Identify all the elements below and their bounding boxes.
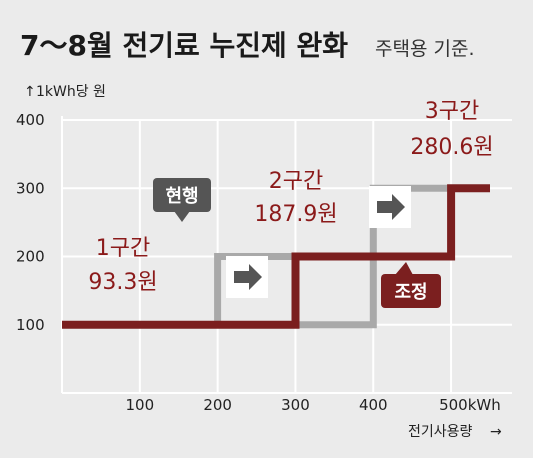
tier-2-name: 2구간 xyxy=(269,169,323,194)
arrow-box-1 xyxy=(226,256,268,298)
x-axis-label: 전기사용량 xyxy=(408,424,473,440)
x-tick-label: 400 xyxy=(359,396,388,414)
x-tick-label: 500kWh xyxy=(439,396,501,414)
x-tick-label: 200 xyxy=(203,396,232,414)
y-axis-label: 1kWh당 원 xyxy=(36,84,106,100)
arrow-box-2 xyxy=(369,186,411,228)
chart-subtitle: 주택용 기준. xyxy=(375,38,474,60)
tier-3-label: 3구간 280.6원 xyxy=(410,99,493,160)
tag-adjusted: 조정 xyxy=(381,262,441,308)
series-line-adjusted xyxy=(62,184,490,329)
y-axis-unit-arrow: ↑ xyxy=(24,84,36,100)
y-tick-label: 200 xyxy=(16,248,45,266)
y-tick-labels: 100 200 300 400 xyxy=(16,111,45,334)
tier-2-label: 2구간 187.9원 xyxy=(254,169,337,227)
x-tick-label: 300 xyxy=(281,396,310,414)
x-tick-labels: 100 200 300 400 500kWh xyxy=(125,396,500,414)
tier-1-name: 1구간 xyxy=(96,236,150,261)
tag-adjusted-text: 조정 xyxy=(394,282,427,303)
x-tick-label: 100 xyxy=(125,396,154,414)
tag-current-text: 현행 xyxy=(165,186,198,207)
chart-title: 7～8월 전기료 누진제 완화 xyxy=(20,29,348,62)
x-axis-arrow: → xyxy=(490,424,502,440)
y-tick-label: 400 xyxy=(16,111,45,129)
tag-current-bg xyxy=(153,178,211,212)
tier-1-label: 1구간 93.3원 xyxy=(88,236,157,295)
tag-current-pointer xyxy=(174,211,190,222)
tier-3-name: 3구간 xyxy=(425,99,479,124)
tag-current: 현행 xyxy=(153,178,211,222)
tag-adjusted-pointer xyxy=(395,262,413,275)
y-tick-label: 100 xyxy=(16,316,45,334)
tier-2-price: 187.9원 xyxy=(254,202,337,227)
tier-3-price: 280.6원 xyxy=(410,135,493,160)
tier-1-price: 93.3원 xyxy=(88,270,157,295)
right-arrow-icon xyxy=(377,194,405,220)
y-tick-label: 300 xyxy=(16,179,45,197)
right-arrow-icon xyxy=(234,264,262,290)
tag-adjusted-bg xyxy=(381,274,441,308)
